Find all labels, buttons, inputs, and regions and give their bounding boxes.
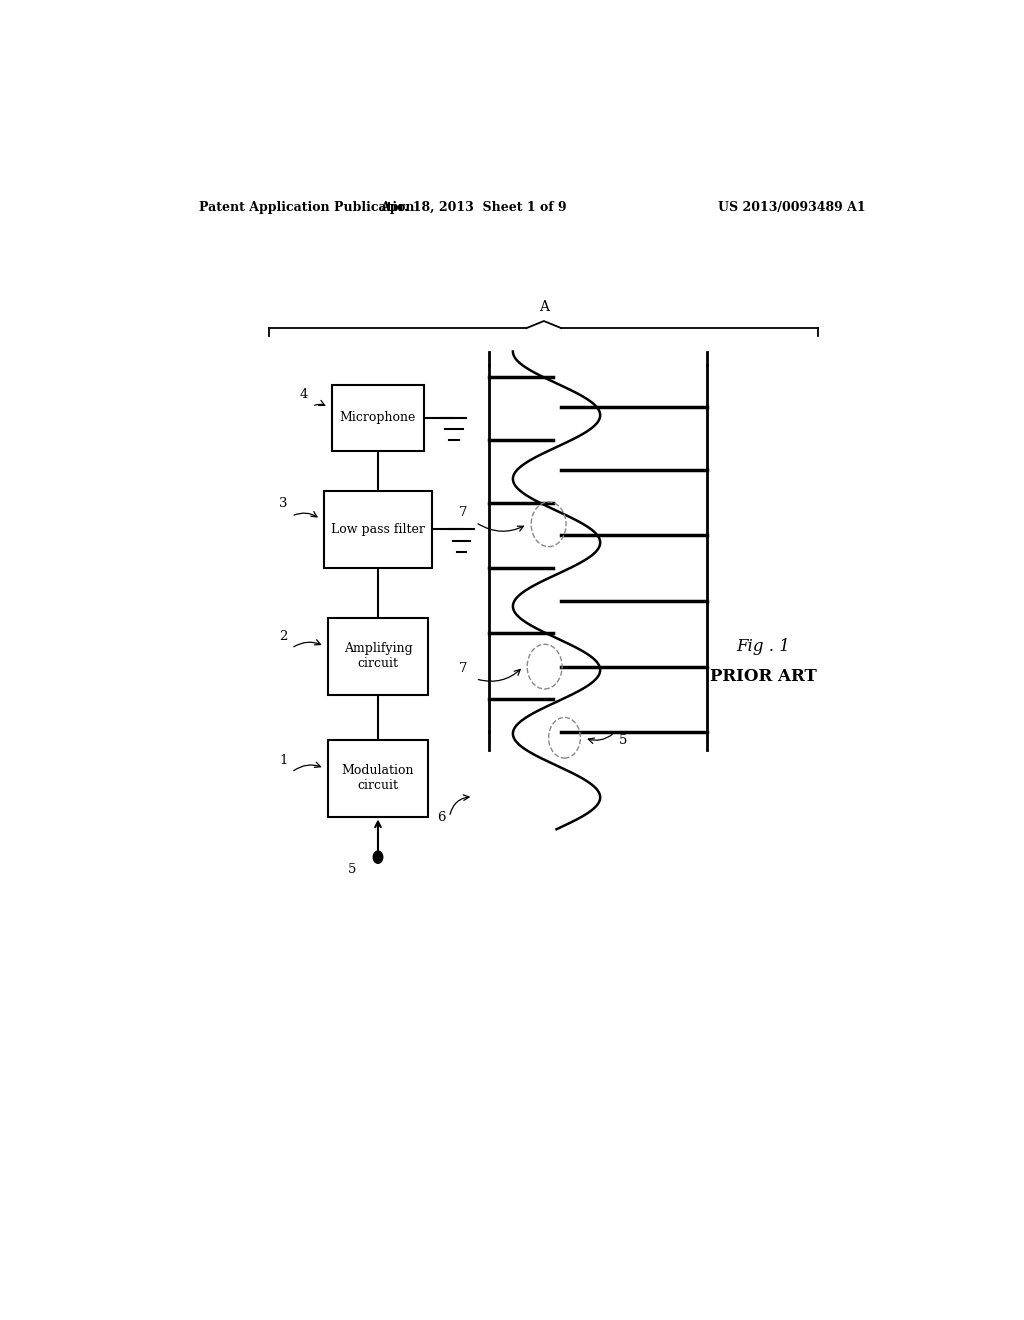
Text: PRIOR ART: PRIOR ART	[710, 668, 816, 685]
Text: Microphone: Microphone	[340, 411, 416, 424]
Bar	[333, 384, 424, 450]
Text: 4: 4	[300, 388, 308, 401]
Text: 7: 7	[459, 663, 468, 675]
Text: Low pass filter: Low pass filter	[331, 523, 425, 536]
Bar	[329, 618, 428, 694]
Text: 5: 5	[618, 734, 627, 747]
Text: 6: 6	[437, 810, 445, 824]
Circle shape	[373, 851, 383, 863]
Text: 1: 1	[280, 754, 288, 767]
Text: 7: 7	[459, 506, 468, 519]
Text: 5: 5	[347, 863, 356, 876]
Text: Modulation
circuit: Modulation circuit	[342, 764, 415, 792]
Text: US 2013/0093489 A1: US 2013/0093489 A1	[719, 201, 866, 214]
Text: Apr. 18, 2013  Sheet 1 of 9: Apr. 18, 2013 Sheet 1 of 9	[380, 201, 566, 214]
Text: Amplifying
circuit: Amplifying circuit	[344, 643, 413, 671]
Text: Fig . 1: Fig . 1	[736, 638, 790, 655]
Text: A: A	[539, 300, 549, 314]
Text: 3: 3	[280, 498, 288, 511]
Text: Patent Application Publication: Patent Application Publication	[200, 201, 415, 214]
Text: 2: 2	[280, 630, 288, 643]
Bar	[329, 741, 428, 817]
Bar	[325, 491, 431, 568]
